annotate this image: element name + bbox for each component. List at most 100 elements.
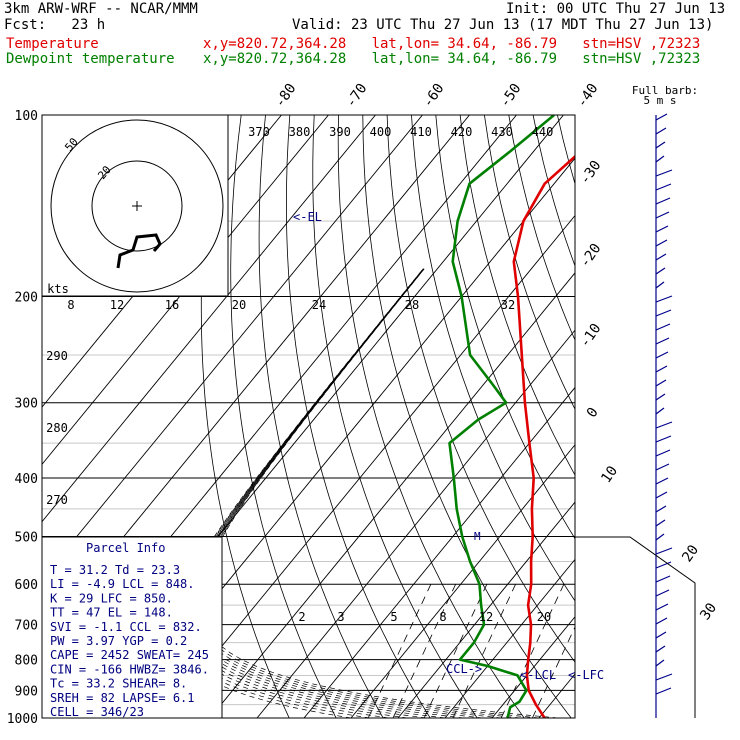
pressure-label: 600	[15, 578, 38, 593]
wind-barb	[655, 337, 670, 345]
parcel-info-line: T = 31.2 Td = 23.3	[50, 563, 180, 577]
dry-adiabat-460	[728, 115, 740, 718]
wind-barb	[655, 113, 668, 121]
pressure-label: 800	[15, 654, 38, 669]
hodo-scale-label: 12	[110, 298, 124, 312]
barb-box-outline	[575, 536, 696, 718]
wind-barb	[655, 393, 666, 401]
wind-barb	[655, 673, 673, 681]
wind-barb	[655, 505, 667, 513]
hodo-scale-label: 28	[405, 298, 419, 312]
parcel-info-frame	[41, 536, 223, 719]
isotherm--30	[256, 329, 575, 718]
moist-adiabat-34	[199, 268, 558, 718]
parcel-info-line: PW = 3.97 YGP = 0.2	[50, 634, 187, 648]
wind-barb	[655, 309, 672, 317]
wind-barb	[655, 491, 668, 499]
dry-adiabat-260	[230, 115, 337, 718]
pressure-label: 100	[15, 109, 38, 124]
el-annotation: <-EL	[293, 210, 322, 224]
forecast-hour: Fcst: 23 h	[4, 17, 106, 33]
wind-barb	[655, 211, 670, 219]
wind-barb	[655, 351, 669, 359]
theta-label: 410	[410, 125, 432, 139]
isotherm-label: -30	[577, 158, 605, 188]
parcel-info-title: Parcel Info	[86, 541, 165, 555]
dry-adiabat-340	[435, 115, 575, 540]
mixing-ratio-label: 5	[390, 610, 397, 624]
dry-adiabat-280	[285, 115, 431, 718]
isotherm-label: 20	[679, 542, 702, 565]
barb-legend-unit: 5 m s	[643, 94, 676, 107]
wind-barb	[655, 239, 668, 247]
wind-barb	[655, 421, 673, 429]
dry-adiabat-250	[200, 115, 290, 718]
hodo-ring-outer	[50, 119, 224, 293]
theta-label-lower: 290	[46, 349, 68, 363]
wind-barb	[655, 519, 666, 527]
theta-label: 390	[329, 125, 351, 139]
parcel-info-line: SVI = -1.1 CCL = 832.	[50, 620, 202, 634]
dewpoint-profile	[448, 115, 555, 718]
theta-label: 430	[491, 125, 513, 139]
init-time: Init: 00 UTC Thu 27 Jun 13	[506, 1, 726, 17]
wind-barb	[655, 253, 667, 261]
isotherm--20	[303, 386, 575, 718]
theta-label-lower: 280	[46, 421, 68, 435]
wind-barb	[655, 281, 665, 289]
parcel-info-box	[42, 537, 222, 718]
isotherm-label: -50	[497, 81, 525, 111]
wind-barb	[655, 477, 669, 485]
wind-barb	[655, 267, 666, 275]
temperature-profile	[512, 154, 575, 718]
isotherm-20	[491, 616, 575, 718]
dry-adiabat-330	[411, 115, 575, 602]
mixing-ratio-5	[423, 584, 488, 718]
pressure-label: 900	[15, 684, 38, 699]
parcel-info-line: SREH = 82 LAPSE= 6.1	[50, 691, 195, 705]
dry-adiabat-410	[606, 115, 740, 718]
dry-adiabat-420	[630, 115, 740, 718]
barb-legend-label: Full barb:	[632, 84, 698, 97]
wind-barb	[655, 435, 672, 443]
pressure-label: 700	[15, 619, 38, 634]
wind-barb	[655, 379, 667, 387]
isotherm-label: -80	[272, 81, 300, 111]
moist-adiabat-14	[188, 268, 464, 718]
ccl-annotation: CCL->	[446, 662, 482, 676]
wind-barb	[655, 141, 666, 149]
parcel-info-line: Tc = 33.2 SHEAR= 8.	[50, 677, 187, 691]
mixing-ratio-label: 3	[337, 610, 344, 624]
isotherm-label: -10	[577, 321, 605, 351]
moist-adiabat-26	[195, 268, 521, 718]
wind-barb	[655, 225, 669, 233]
wind-barb	[655, 547, 673, 555]
mixing-ratio-label: 12	[479, 610, 493, 624]
wind-barb	[655, 155, 665, 163]
parcel-info-line: CELL = 346/23	[50, 705, 144, 719]
dewpoint-legend: Dewpoint temperature	[6, 51, 175, 67]
isotherm-50	[633, 115, 740, 718]
isotherm--50	[162, 214, 575, 718]
dry-adiabat-390	[557, 115, 575, 186]
isotherm--100	[42, 115, 423, 580]
hodo-scale-label: 20	[232, 298, 246, 312]
wind-barb	[655, 575, 671, 583]
isotherm-label: 10	[598, 463, 621, 486]
dry-adiabat-400	[582, 115, 740, 718]
wind-barb	[655, 463, 670, 471]
mixing-ratio-label: 20	[537, 610, 551, 624]
wind-barb	[655, 407, 665, 415]
hodo-scale-label: kts	[47, 282, 69, 296]
theta-label-lower: 270	[46, 493, 68, 507]
isotherm--110	[42, 115, 376, 523]
dry-adiabat-320	[386, 115, 575, 663]
dry-adiabat-380	[532, 115, 575, 268]
mixing-ratio-label: 2	[298, 610, 305, 624]
isotherm-0	[397, 501, 575, 718]
temperature-location: x,y=820.72,364.28 lat,lon= 34.64, -86.79…	[203, 36, 701, 52]
mixing-ratio-8	[452, 584, 516, 718]
plot-frame	[41, 114, 576, 719]
isotherm-label: 0	[584, 405, 602, 421]
